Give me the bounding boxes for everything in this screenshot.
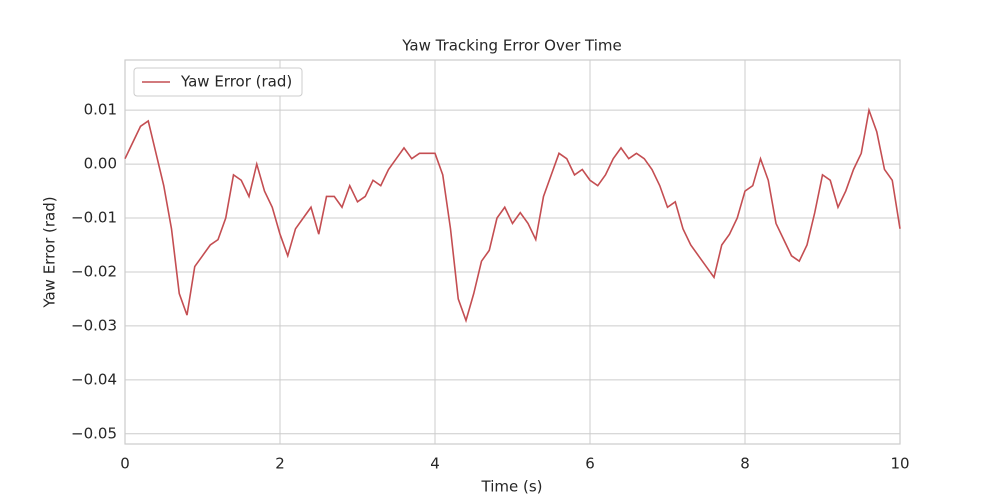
- y-tick-label: −0.02: [71, 262, 117, 280]
- x-tick-label: 2: [275, 455, 285, 473]
- y-tick-label: 0.01: [84, 101, 117, 119]
- y-axis-label: Yaw Error (rad): [41, 196, 59, 308]
- y-tick-label: −0.01: [71, 209, 117, 227]
- y-tick-label: −0.05: [71, 424, 117, 442]
- legend-box: [133, 67, 303, 97]
- x-tick-label: 8: [740, 455, 750, 473]
- y-tick-label: 0.00: [84, 155, 117, 173]
- chart-title: Yaw Tracking Error Over Time: [401, 37, 621, 55]
- x-tick-label: 4: [430, 455, 440, 473]
- y-tick-label: −0.03: [71, 316, 117, 334]
- x-tick-label: 6: [585, 455, 595, 473]
- x-tick-label: 10: [890, 455, 909, 473]
- plot-frame: [124, 59, 901, 445]
- data-line: [124, 107, 901, 324]
- x-axis-label: Time (s): [481, 478, 543, 496]
- x-tick-label: 0: [120, 455, 130, 473]
- legend-label: Yaw Error (rad): [180, 73, 292, 91]
- y-tick-label: −0.04: [71, 370, 117, 388]
